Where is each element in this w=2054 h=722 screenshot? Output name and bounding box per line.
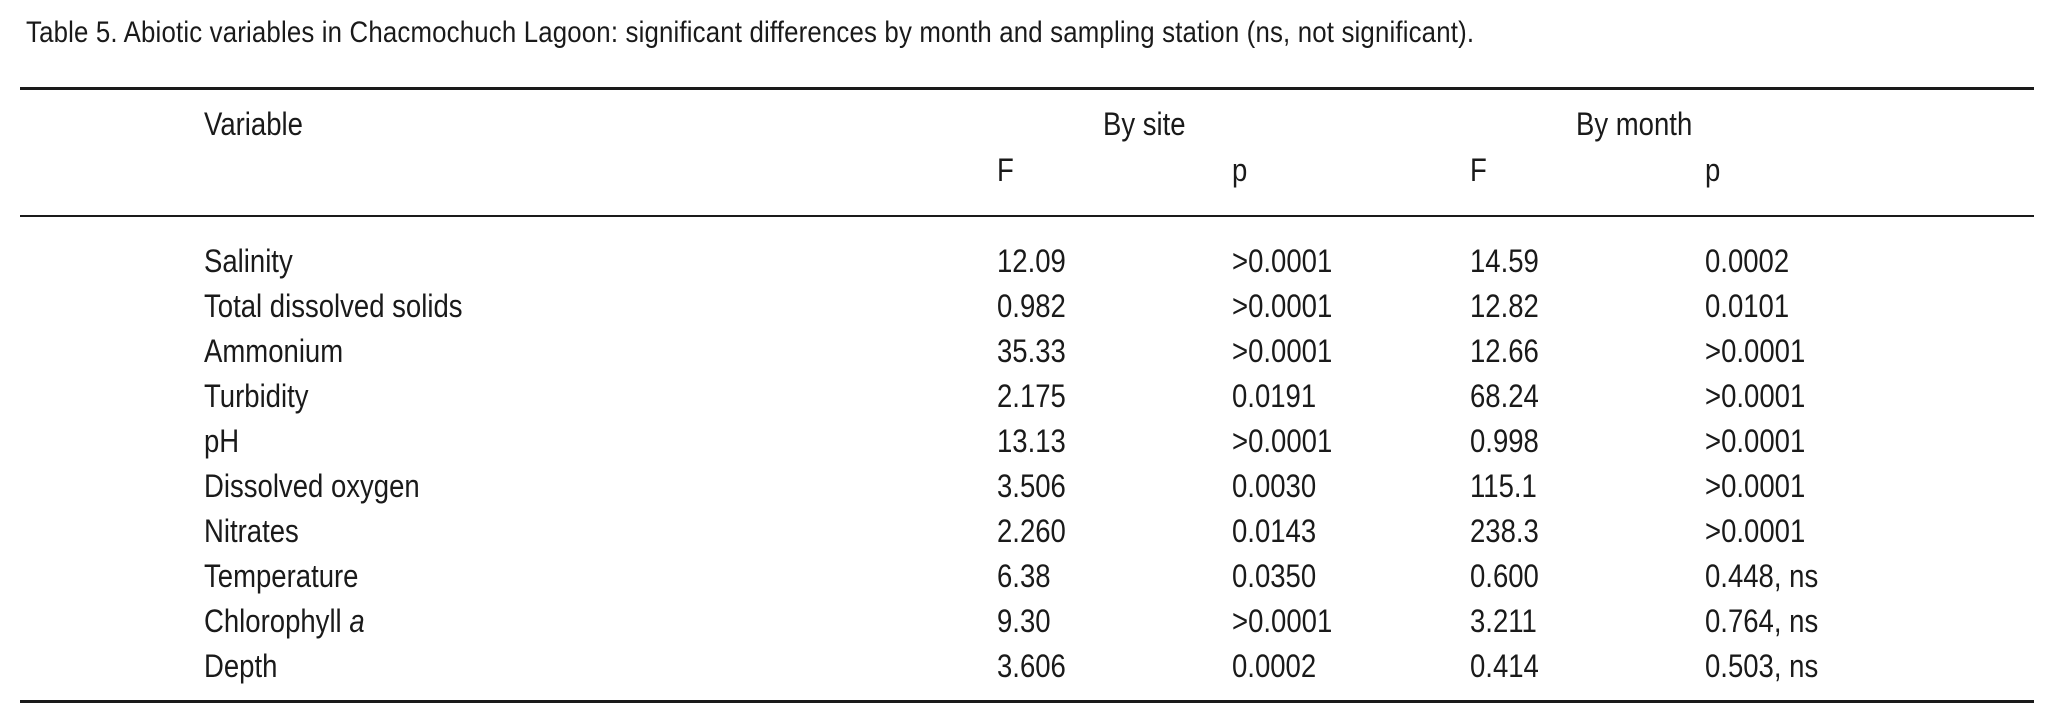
month-f-cell: 14.59 — [1470, 243, 1539, 279]
header-site-p: p — [1232, 152, 1248, 188]
table-caption: Table 5. Abiotic variables in Chacmochuc… — [26, 16, 1475, 49]
month-f-cell: 0.998 — [1470, 423, 1539, 459]
month-p-cell: 0.764, ns — [1705, 603, 1819, 639]
site-f-cell: 9.30 — [997, 603, 1051, 639]
variable-cell: Turbidity — [204, 378, 309, 414]
month-f-cell: 68.24 — [1470, 378, 1539, 414]
variable-cell: Depth — [204, 648, 278, 684]
site-f-cell: 35.33 — [997, 333, 1066, 369]
site-p-cell: 0.0002 — [1232, 648, 1317, 684]
month-p-cell: 0.0101 — [1705, 288, 1790, 324]
month-p-cell: >0.0001 — [1705, 423, 1806, 459]
month-f-cell: 12.82 — [1470, 288, 1539, 324]
site-f-cell: 3.606 — [997, 648, 1066, 684]
site-f-cell: 0.982 — [997, 288, 1066, 324]
variable-cell: Nitrates — [204, 513, 299, 549]
month-f-cell: 3.211 — [1470, 603, 1537, 639]
site-p-cell: 0.0030 — [1232, 468, 1317, 504]
site-f-cell: 12.09 — [997, 243, 1066, 279]
month-f-cell: 0.414 — [1470, 648, 1539, 684]
month-p-cell: 0.503, ns — [1705, 648, 1819, 684]
site-p-cell: 0.0191 — [1232, 378, 1317, 414]
month-p-cell: 0.0002 — [1705, 243, 1790, 279]
month-p-cell: >0.0001 — [1705, 333, 1806, 369]
site-p-cell: >0.0001 — [1232, 288, 1333, 324]
header-variable: Variable — [204, 106, 303, 142]
month-f-cell: 115.1 — [1470, 468, 1537, 504]
header-rule — [20, 215, 2034, 217]
site-p-cell: 0.0350 — [1232, 558, 1317, 594]
month-p-cell: >0.0001 — [1705, 468, 1806, 504]
site-f-cell: 2.260 — [997, 513, 1066, 549]
site-f-cell: 2.175 — [997, 378, 1066, 414]
variable-cell: pH — [204, 423, 240, 459]
header-site-f: F — [997, 152, 1014, 188]
variable-cell: Temperature — [204, 558, 359, 594]
site-p-cell: >0.0001 — [1232, 333, 1333, 369]
month-f-cell: 238.3 — [1470, 513, 1539, 549]
site-f-cell: 13.13 — [997, 423, 1066, 459]
header-by-site: By site — [1103, 106, 1186, 142]
site-p-cell: >0.0001 — [1232, 423, 1333, 459]
site-p-cell: 0.0143 — [1232, 513, 1317, 549]
top-rule — [20, 87, 2034, 90]
site-f-cell: 6.38 — [997, 558, 1051, 594]
site-p-cell: >0.0001 — [1232, 603, 1333, 639]
site-p-cell: >0.0001 — [1232, 243, 1333, 279]
header-month-p: p — [1705, 152, 1721, 188]
month-p-cell: >0.0001 — [1705, 513, 1806, 549]
variable-cell: Salinity — [204, 243, 293, 279]
variable-cell: Total dissolved solids — [204, 288, 463, 324]
bottom-rule — [20, 700, 2034, 703]
month-f-cell: 12.66 — [1470, 333, 1539, 369]
variable-cell: Ammonium — [204, 333, 344, 369]
month-f-cell: 0.600 — [1470, 558, 1539, 594]
month-p-cell: 0.448, ns — [1705, 558, 1819, 594]
variable-cell: Chlorophyll a — [204, 603, 365, 639]
variable-cell: Dissolved oxygen — [204, 468, 420, 504]
month-p-cell: >0.0001 — [1705, 378, 1806, 414]
header-by-month: By month — [1576, 106, 1693, 142]
site-f-cell: 3.506 — [997, 468, 1066, 504]
header-month-f: F — [1470, 152, 1487, 188]
